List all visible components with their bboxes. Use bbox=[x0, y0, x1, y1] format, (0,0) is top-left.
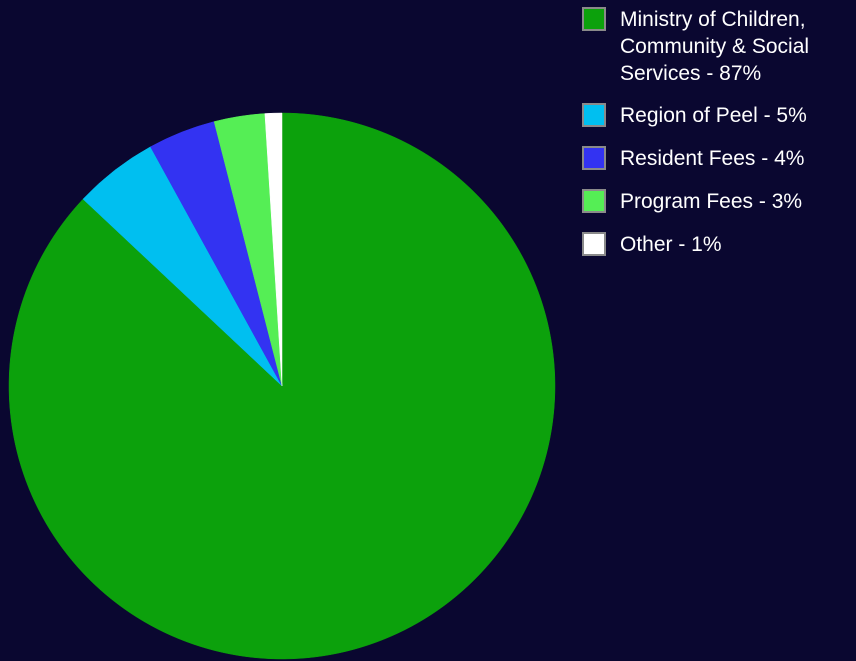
legend-item-program-fees: Program Fees - 3% bbox=[582, 188, 852, 215]
legend-swatch-program-fees bbox=[582, 189, 606, 213]
legend-item-other: Other - 1% bbox=[582, 231, 852, 258]
legend-item-region-of-peel: Region of Peel - 5% bbox=[582, 102, 852, 129]
legend-label-ministry: Ministry of Children, Community & Social… bbox=[620, 8, 810, 85]
legend: Ministry of Children, Community & Social… bbox=[582, 6, 852, 274]
pie-chart bbox=[8, 112, 556, 660]
legend-label-resident-fees: Resident Fees - 4% bbox=[620, 147, 805, 170]
legend-label-program-fees: Program Fees - 3% bbox=[620, 190, 803, 213]
legend-swatch-ministry bbox=[582, 7, 606, 31]
legend-label-other: Other - 1% bbox=[620, 233, 722, 256]
legend-item-resident-fees: Resident Fees - 4% bbox=[582, 145, 852, 172]
legend-swatch-region-of-peel bbox=[582, 103, 606, 127]
legend-swatch-resident-fees bbox=[582, 146, 606, 170]
pie-slice-ministry bbox=[8, 112, 556, 660]
legend-item-ministry: Ministry of Children, Community & Social… bbox=[582, 6, 852, 87]
legend-label-region-of-peel: Region of Peel - 5% bbox=[620, 104, 807, 127]
legend-swatch-other bbox=[582, 232, 606, 256]
pie-slice-other bbox=[264, 112, 283, 387]
